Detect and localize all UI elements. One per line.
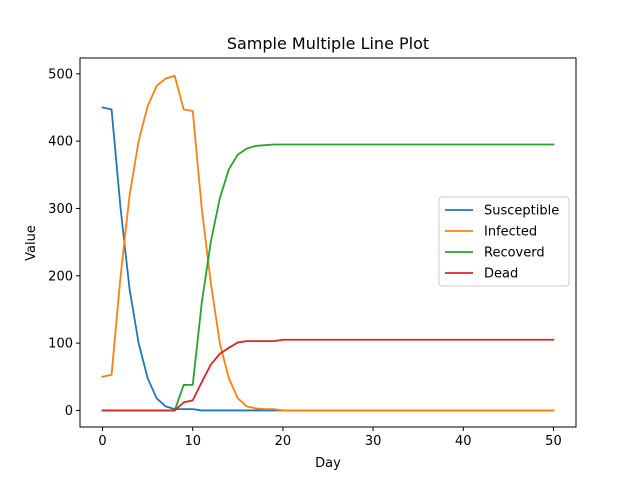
y-tick-label: 400 bbox=[48, 135, 73, 150]
y-tick-label: 500 bbox=[48, 67, 73, 82]
plot-frame bbox=[79, 57, 577, 428]
y-tick-label: 0 bbox=[65, 404, 73, 419]
series-line-recoverd bbox=[101, 143, 555, 412]
x-tick-label: 20 bbox=[275, 434, 292, 449]
x-tick-label: 0 bbox=[98, 434, 106, 449]
series-line-dead bbox=[101, 338, 555, 412]
y-tick-label: 300 bbox=[48, 202, 73, 217]
legend: Susceptible Infected Recoverd Dead bbox=[438, 196, 570, 287]
legend-label-infected: Infected bbox=[484, 225, 537, 240]
y-tick-label: 100 bbox=[48, 337, 73, 352]
legend-label-recoverd: Recoverd bbox=[484, 246, 545, 261]
y-axis-label: Value bbox=[24, 225, 39, 261]
x-axis-label: Day bbox=[315, 456, 341, 471]
x-tick-label: 50 bbox=[545, 434, 562, 449]
legend-label-dead: Dead bbox=[484, 267, 518, 282]
y-axis: 0 100 200 300 400 500 bbox=[48, 67, 80, 419]
series-lines bbox=[101, 74, 555, 412]
x-tick-label: 40 bbox=[455, 434, 472, 449]
legend-box bbox=[438, 196, 570, 287]
legend-label-susceptible: Susceptible bbox=[484, 204, 559, 219]
series-line-infected bbox=[101, 74, 555, 412]
x-axis: 0 10 20 30 40 50 bbox=[98, 427, 562, 449]
x-tick-label: 10 bbox=[184, 434, 201, 449]
chart-title: Sample Multiple Line Plot bbox=[227, 34, 429, 53]
y-tick-label: 200 bbox=[48, 269, 73, 284]
x-tick-label: 30 bbox=[365, 434, 382, 449]
